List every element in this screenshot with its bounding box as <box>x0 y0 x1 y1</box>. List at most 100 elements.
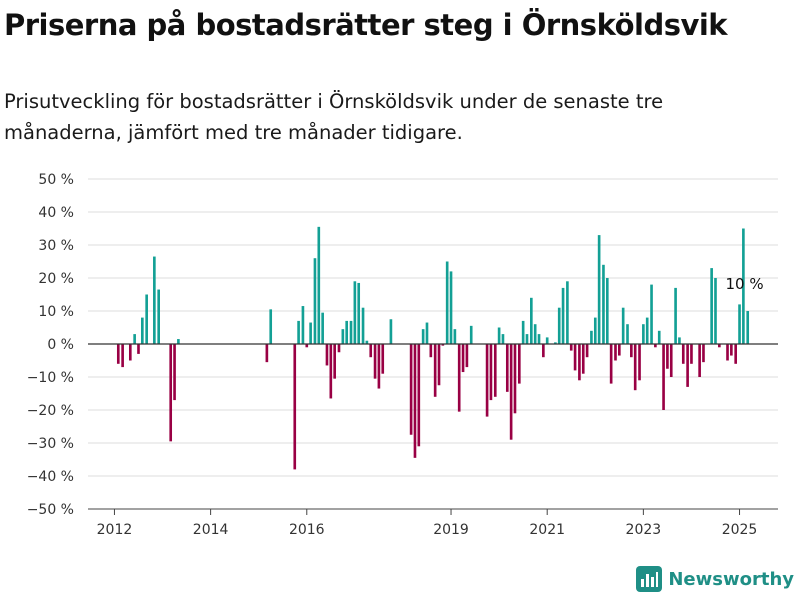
bar <box>469 325 473 344</box>
bar <box>325 344 329 366</box>
bar <box>373 344 377 379</box>
bar <box>690 344 693 364</box>
bar <box>369 344 373 358</box>
bar <box>409 344 413 435</box>
bar <box>578 344 581 381</box>
bar <box>389 319 393 344</box>
bar <box>710 268 713 344</box>
x-tick-label: 2021 <box>529 522 565 538</box>
bar <box>702 344 705 363</box>
bar <box>173 344 176 401</box>
bar <box>417 344 421 447</box>
bar <box>666 344 669 369</box>
brand: Newsworthy <box>636 566 794 592</box>
bar <box>650 284 653 344</box>
bar <box>657 330 661 344</box>
bar <box>425 322 429 344</box>
y-tick-label: 10 % <box>38 304 74 320</box>
bar <box>493 344 497 397</box>
bar <box>642 324 645 344</box>
bar <box>621 307 625 344</box>
bar <box>569 344 573 351</box>
bar <box>573 344 577 371</box>
bar <box>329 344 333 399</box>
bar <box>321 312 324 344</box>
axes: 50 % 40 % 30 % 20 % 10 % 0 % −10 % −20 % −30 % −4… <box>27 172 778 538</box>
bar <box>533 324 537 344</box>
bar <box>698 344 701 377</box>
bar <box>365 340 369 344</box>
y-tick-label: −30 % <box>27 436 74 452</box>
newsworthy-logo-icon <box>636 566 663 592</box>
x-tick-label: 2014 <box>193 522 229 538</box>
bar <box>421 329 425 344</box>
bar <box>333 344 336 379</box>
bar <box>317 226 321 344</box>
bar <box>714 278 717 344</box>
bar <box>597 235 601 344</box>
bar <box>353 281 357 344</box>
bar <box>177 339 180 344</box>
bar <box>137 344 140 354</box>
bar <box>133 334 136 344</box>
y-tick-label: 30 % <box>38 238 74 254</box>
bar <box>654 344 657 348</box>
chart-subtitle: Prisutveckling för bostadsrätter i Örnsk… <box>4 90 664 144</box>
y-tick-label: −40 % <box>27 469 74 485</box>
bar <box>116 344 120 364</box>
bar <box>590 330 593 344</box>
bar <box>313 258 317 344</box>
bar <box>485 344 489 417</box>
bar <box>297 320 300 344</box>
bar <box>265 344 269 363</box>
bar <box>293 344 297 470</box>
bar <box>614 344 617 361</box>
y-tick-label: 0 % <box>47 337 74 353</box>
x-tick-label: 2019 <box>433 522 469 538</box>
x-tick-label: 2025 <box>722 522 758 538</box>
bar <box>449 271 453 344</box>
last-value-label: 10 % <box>725 275 763 293</box>
bar <box>525 334 529 344</box>
x-tick-label: 2012 <box>97 522 133 538</box>
chart-title: Priserna på bostadsrätter steg i Örnsköl… <box>4 8 728 42</box>
x-tick-label: 2016 <box>289 522 325 538</box>
bar <box>593 317 597 344</box>
bar <box>337 344 341 353</box>
bar <box>433 344 437 397</box>
bar <box>738 304 741 344</box>
annotations: 10 % <box>725 275 763 293</box>
bar <box>746 311 750 344</box>
bar <box>309 322 312 344</box>
bar <box>566 281 569 344</box>
bar <box>349 320 353 344</box>
bar <box>461 344 465 373</box>
bar <box>686 344 689 387</box>
bar <box>678 337 681 344</box>
bar <box>445 261 449 344</box>
bar <box>542 344 545 358</box>
bar <box>305 344 309 348</box>
bar <box>730 344 733 356</box>
bar <box>345 320 349 344</box>
y-tick-label: 20 % <box>38 271 74 287</box>
bar <box>341 329 345 344</box>
bar <box>145 294 148 344</box>
bar <box>726 344 729 361</box>
bar <box>157 289 160 344</box>
x-tick-label: 2023 <box>626 522 662 538</box>
bar <box>581 344 585 374</box>
bar <box>501 334 505 344</box>
bar <box>381 344 385 374</box>
bar <box>453 329 457 344</box>
y-tick-label: 50 % <box>38 172 74 188</box>
y-tick-label: −50 % <box>27 502 74 518</box>
bar <box>377 344 381 389</box>
bar <box>509 344 513 440</box>
bar <box>269 309 273 344</box>
bar <box>618 344 621 356</box>
bar <box>609 344 613 384</box>
bar <box>121 344 124 368</box>
bar <box>169 344 173 442</box>
